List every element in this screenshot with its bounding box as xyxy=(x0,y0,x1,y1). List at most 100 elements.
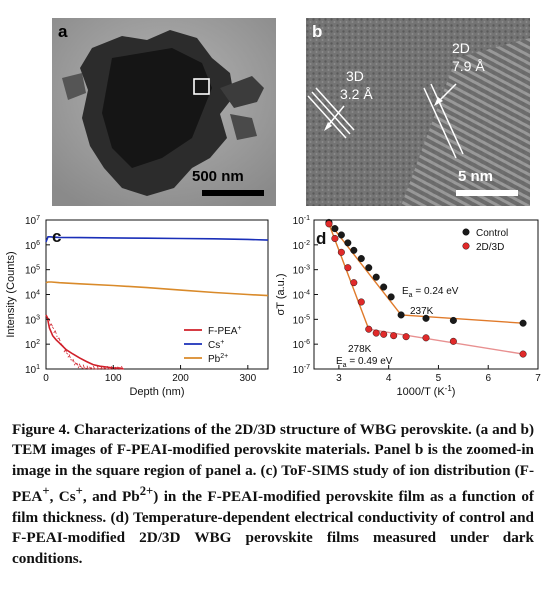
series-point-f-pea xyxy=(76,362,79,366)
scale-bar-label-b: 5 nm xyxy=(458,168,494,185)
series-point-f-pea xyxy=(63,349,66,353)
panel-label-a: a xyxy=(58,22,68,41)
x-axis-label-c: Depth (nm) xyxy=(129,386,184,398)
data-point-control xyxy=(372,273,380,281)
series-point-f-pea xyxy=(103,366,106,370)
x-tick-label-d: 5 xyxy=(436,373,442,384)
tem-image-a xyxy=(52,18,276,206)
legend-label-d: Control xyxy=(476,228,508,239)
data-point-2d-3d xyxy=(331,234,339,242)
x-tick-label-d: 4 xyxy=(386,373,392,384)
panel-a-tem-image: a 500 nm xyxy=(52,18,276,206)
series-point-f-pea xyxy=(68,354,71,359)
series-point-f-pea xyxy=(92,365,96,370)
x-tick-label-d: 3 xyxy=(336,373,342,384)
y-tick-label-d: 10-2 xyxy=(293,240,310,252)
series-point-f-pea xyxy=(114,366,117,370)
caption-text-3: , and Pb xyxy=(82,488,140,506)
y-tick-label-d: 10-5 xyxy=(293,314,310,326)
data-point-2d-3d xyxy=(337,248,345,256)
series-point-f-pea xyxy=(66,352,69,355)
series-point-f-pea xyxy=(84,368,86,370)
data-point-2d-3d xyxy=(365,325,373,333)
series-point-f-pea xyxy=(118,368,121,370)
caption-text-2: , Cs xyxy=(49,488,76,506)
y-tick-label-d: 10-1 xyxy=(293,215,310,227)
series-point-f-pea xyxy=(64,349,67,353)
annotation-t-2d3d: 278K xyxy=(348,344,372,355)
label-3d-spacing: 3.2 Å xyxy=(340,86,373,102)
data-point-2d-3d xyxy=(449,337,457,345)
y-tick-label-d: 10-6 xyxy=(293,339,310,351)
y-tick-label-c: 105 xyxy=(25,265,40,277)
y-tick-label-c: 104 xyxy=(25,290,40,302)
series-point-f-pea xyxy=(99,367,102,370)
legend-marker-d xyxy=(462,228,470,236)
y-axis-label-c: Intensity (Counts) xyxy=(5,251,17,337)
x-axis-label-d: 1000/T (K-1) xyxy=(397,384,456,398)
series-point-f-pea xyxy=(54,330,57,334)
data-point-2d-3d xyxy=(380,330,388,338)
series-point-f-pea xyxy=(90,367,93,370)
series-point-f-pea xyxy=(100,366,103,370)
data-point-2d-3d xyxy=(422,334,430,342)
y-tick-label-c: 107 xyxy=(25,215,40,227)
panel-label-c: c xyxy=(52,227,61,246)
series-point-f-pea xyxy=(110,366,113,370)
data-point-2d-3d xyxy=(350,279,358,287)
data-point-2d-3d xyxy=(519,350,527,358)
series-point-f-pea xyxy=(89,366,92,370)
series-point-f-pea xyxy=(53,331,56,334)
series-point-f-pea xyxy=(81,367,84,369)
legend-label-c: F-PEA+ xyxy=(208,325,242,337)
series-point-f-pea xyxy=(107,365,110,370)
series-point-f-pea xyxy=(82,364,85,369)
legend-label-c: Cs+ xyxy=(208,339,224,351)
series-point-f-pea xyxy=(78,363,81,367)
panel-b-hrtem-image: b 3D 3.2 Å 2D 7.9 Å 5 nm xyxy=(306,18,530,206)
data-point-2d-3d xyxy=(402,333,410,341)
x-tick-label-c: 300 xyxy=(239,373,256,384)
x-tick-label-c: 0 xyxy=(43,373,49,384)
series-point-f-pea xyxy=(52,326,55,330)
y-axis-label-d: σT (a.u.) xyxy=(275,273,287,315)
data-point-control xyxy=(387,293,395,301)
data-point-control xyxy=(365,264,373,272)
y-tick-label-c: 101 xyxy=(25,364,40,376)
series-point-f-pea xyxy=(73,363,76,366)
series-point-f-pea xyxy=(77,365,80,369)
data-point-2d-3d xyxy=(372,329,380,337)
data-point-control xyxy=(331,225,339,233)
scale-bar-label-a: 500 nm xyxy=(192,168,244,185)
annotation-t-control: 237K xyxy=(410,306,434,317)
data-point-control xyxy=(397,311,405,319)
data-point-2d-3d xyxy=(357,298,365,306)
series-point-f-pea xyxy=(59,343,62,346)
x-tick-label-c: 100 xyxy=(105,373,122,384)
panel-label-b: b xyxy=(312,22,323,41)
x-tick-label-d: 6 xyxy=(485,373,491,384)
series-point-f-pea xyxy=(86,365,89,370)
label-2d: 2D xyxy=(452,40,470,56)
data-point-2d-3d xyxy=(344,264,352,272)
scale-bar-b xyxy=(456,190,518,196)
data-point-control xyxy=(337,231,345,239)
fit-line-control-low xyxy=(401,314,524,324)
series-point-f-pea xyxy=(117,366,120,370)
caption-sup-2: + xyxy=(75,484,83,499)
series-point-f-pea xyxy=(75,362,78,365)
label-2d-spacing: 7.9 Å xyxy=(452,58,485,74)
series-point-f-pea xyxy=(80,366,83,368)
y-tick-label-c: 102 xyxy=(25,339,40,351)
panel-label-d: d xyxy=(316,229,326,248)
data-point-2d-3d xyxy=(325,220,333,228)
y-tick-label-d: 10-7 xyxy=(293,364,310,376)
data-point-control xyxy=(519,319,527,327)
data-point-control xyxy=(344,239,352,247)
caption-text-4: ) in the F-PEAI-modified perovskite film… xyxy=(12,488,534,567)
series-point-f-pea xyxy=(62,345,65,349)
tem-image-b xyxy=(306,18,530,206)
series-point-f-pea xyxy=(67,355,70,358)
y-tick-label-c: 103 xyxy=(25,314,40,326)
caption-text: Characterizations of the 2D/3D structure… xyxy=(12,421,535,506)
